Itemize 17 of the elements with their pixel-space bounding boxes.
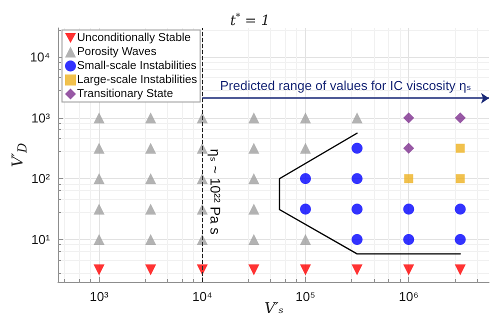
y-tick-label: 10³ xyxy=(31,110,51,126)
x-tick-label: 10⁶ xyxy=(398,289,419,304)
y-tick-label: 10² xyxy=(31,171,51,186)
y-tick-label: 10¹ xyxy=(31,232,51,247)
chart-title: t* = 1 xyxy=(230,12,270,29)
legend-label: Large-scale Instabilities xyxy=(77,74,198,86)
legend-label: Small-scale Instabilities xyxy=(77,60,197,72)
legend-label: Unconditionally Stable xyxy=(77,32,191,44)
legend-label: Transitionary State xyxy=(77,88,174,100)
annotation: Predicted range of values for IC viscosity ηₛ xyxy=(220,78,472,94)
ref-line-label: ηₛ ~ 10²² Pa s xyxy=(207,148,224,234)
legend-label: Porosity Waves xyxy=(77,46,157,58)
x-axis-title: V′ₛ xyxy=(264,298,284,318)
x-tick-label: 10⁵ xyxy=(296,289,316,304)
x-tick-label: 10³ xyxy=(90,289,110,304)
x-tick-label: 10⁴ xyxy=(192,289,212,304)
y-tick-label: 10⁴ xyxy=(30,50,50,65)
